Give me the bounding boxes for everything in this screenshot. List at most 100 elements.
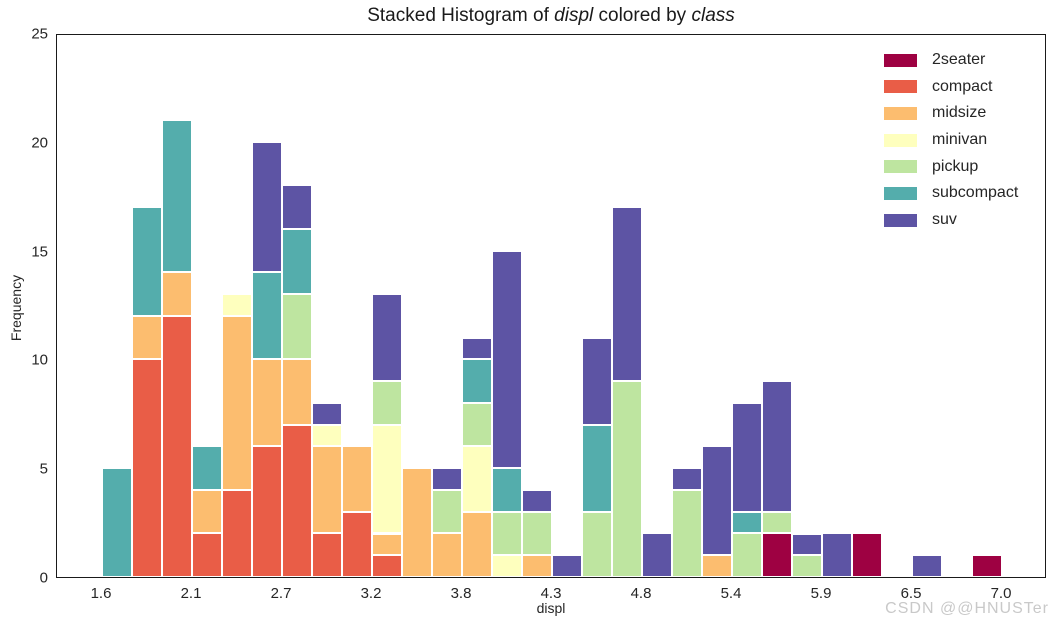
bar-segment-suv: [552, 555, 582, 577]
bar-segment-pickup: [492, 511, 522, 556]
legend-swatch-pickup: [884, 160, 917, 174]
bar-segment-pickup: [612, 381, 642, 577]
bar-segment-subcompact: [252, 272, 282, 360]
bar-segment-compact: [222, 489, 252, 577]
y-tick-label: 5: [39, 460, 48, 478]
bar-segment-suv: [462, 337, 492, 360]
bar-segment-subcompact: [732, 511, 762, 534]
bar-segment-pickup: [582, 511, 612, 577]
legend-swatch-midsize: [884, 106, 917, 120]
legend-label-2seater: 2seater: [932, 51, 986, 68]
bar-segment-midsize: [702, 555, 732, 577]
bar-segment-subcompact: [192, 446, 222, 490]
legend: 2seater compact midsize minivan pickup s…: [884, 51, 1018, 229]
plot-area: [56, 34, 1046, 578]
bar-segment-compact: [282, 424, 312, 577]
x-tick-label: 5.9: [810, 585, 832, 602]
y-tick-label: 10: [31, 351, 48, 369]
bar-segment-2seater: [762, 533, 792, 577]
legend-label-compact: compact: [932, 77, 993, 95]
x-tick-label: 1.6: [90, 585, 112, 602]
bar-segment-subcompact: [132, 207, 162, 316]
bar-segment-midsize: [522, 555, 552, 577]
bar-segment-midsize: [252, 359, 282, 447]
bar-segment-suv: [642, 533, 672, 577]
legend-label-minivan: minivan: [932, 131, 988, 149]
x-tick-label: 4.8: [630, 585, 652, 602]
legend-label-pickup: pickup: [932, 157, 979, 175]
bar-segment-pickup: [672, 489, 702, 577]
bar-segment-suv: [372, 294, 402, 382]
bar-segment-compact: [342, 511, 372, 577]
bar-segment-suv: [312, 402, 342, 425]
legend-swatch-2seater: [884, 53, 917, 67]
legend-swatch-compact: [884, 80, 917, 94]
bar-segment-midsize: [192, 489, 222, 534]
bar-segment-suv: [792, 533, 822, 556]
bar-segment-minivan: [372, 424, 402, 534]
x-tick-label: 7.0: [990, 585, 1012, 602]
bar-segment-minivan: [312, 424, 342, 447]
bar-segment-suv: [762, 381, 792, 512]
bar-segment-midsize: [312, 446, 342, 534]
x-tick-label: 2.1: [180, 585, 202, 602]
y-tick-label: 0: [39, 569, 48, 587]
bar-segment-2seater: [852, 533, 882, 577]
legend-swatch-minivan: [884, 133, 917, 147]
bar-segment-suv: [612, 207, 642, 382]
bar-segment-compact: [132, 359, 162, 577]
bar-segment-minivan: [222, 294, 252, 316]
legend-label-suv: suv: [932, 211, 957, 229]
legend-item-suv: suv: [884, 211, 1018, 229]
bar-segment-minivan: [462, 446, 492, 512]
bar-segment-subcompact: [102, 468, 132, 577]
y-tick-label: 15: [31, 243, 48, 261]
bar-segment-pickup: [282, 294, 312, 360]
bar-segment-minivan: [492, 555, 522, 577]
bar-segment-suv: [912, 555, 942, 577]
bar-segment-suv: [522, 489, 552, 512]
bar-segment-midsize: [462, 511, 492, 577]
bar-segment-midsize: [432, 533, 462, 577]
bar-segment-pickup: [792, 555, 822, 577]
bar-segment-compact: [162, 315, 192, 577]
chart-title-var-displ: displ: [554, 5, 594, 26]
bar-segment-suv: [492, 250, 522, 469]
bar-segment-suv: [432, 468, 462, 490]
bar-segment-subcompact: [462, 359, 492, 403]
bar-segment-compact: [252, 446, 282, 577]
legend-item-midsize: midsize: [884, 104, 1018, 121]
x-tick-label: 2.7: [270, 585, 292, 602]
chart-title: Stacked Histogram of displ colored by cl…: [56, 5, 1046, 27]
bar-segment-pickup: [372, 381, 402, 425]
chart-title-var-class: class: [691, 5, 735, 26]
bars-layer: [57, 35, 1045, 577]
bar-segment-suv: [702, 446, 732, 556]
bar-segment-midsize: [402, 468, 432, 577]
bar-segment-midsize: [342, 446, 372, 512]
bar-segment-pickup: [732, 533, 762, 577]
bar-segment-midsize: [132, 315, 162, 360]
bar-segment-compact: [192, 533, 222, 577]
chart-title-prefix: Stacked Histogram of: [367, 5, 555, 26]
bar-segment-2seater: [972, 555, 1002, 577]
bar-segment-subcompact: [582, 424, 612, 512]
x-tick-label: 6.5: [900, 585, 922, 602]
legend-swatch-suv: [884, 213, 917, 227]
legend-item-subcompact: subcompact: [884, 184, 1018, 201]
legend-item-2seater: 2seater: [884, 51, 1018, 68]
bar-segment-subcompact: [282, 228, 312, 295]
legend-item-compact: compact: [884, 77, 1018, 95]
watermark: CSDN @@HNUSTer: [885, 600, 1049, 617]
bar-segment-suv: [252, 141, 282, 273]
x-tick-label: 3.8: [450, 585, 472, 602]
bar-segment-midsize: [222, 315, 252, 490]
bar-segment-pickup: [762, 511, 792, 534]
legend-swatch-subcompact: [884, 186, 917, 200]
bar-segment-suv: [822, 533, 852, 577]
legend-item-pickup: pickup: [884, 157, 1018, 175]
bar-segment-suv: [672, 468, 702, 490]
bar-segment-midsize: [372, 533, 402, 556]
chart-title-middle: colored by: [593, 5, 692, 26]
